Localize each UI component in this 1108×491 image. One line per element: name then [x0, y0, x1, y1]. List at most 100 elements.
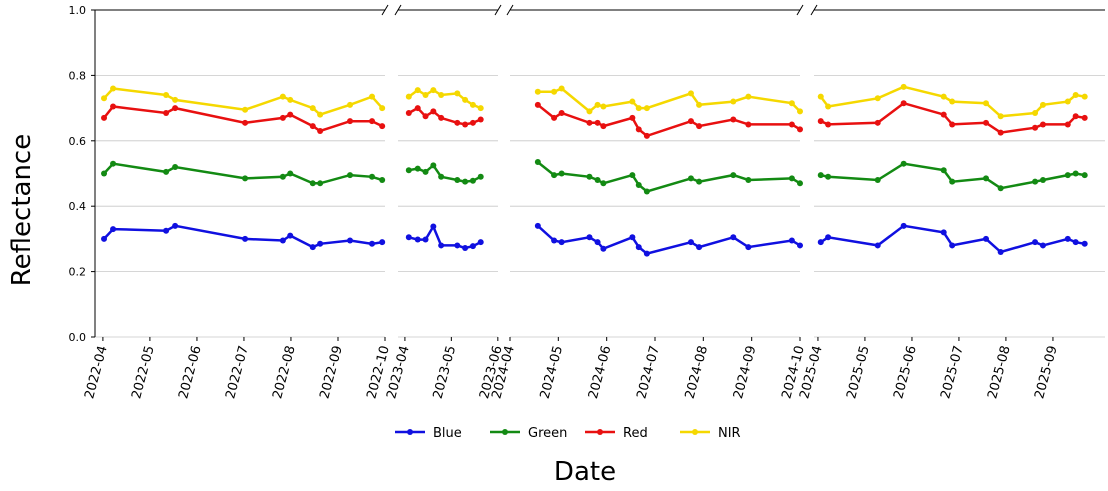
data-point [940, 111, 947, 118]
data-point [1064, 98, 1071, 105]
data-point [788, 237, 795, 244]
data-point [745, 244, 752, 251]
data-point [696, 123, 703, 130]
data-point [696, 101, 703, 108]
data-point [696, 178, 703, 185]
data-point [317, 111, 324, 118]
data-point [462, 245, 469, 252]
data-point [110, 103, 117, 110]
x-tick-label: 2023-05 [431, 344, 460, 400]
data-point [469, 119, 476, 126]
data-point [874, 119, 881, 126]
break-mark [796, 4, 804, 16]
data-point [454, 90, 461, 97]
y-tick-label: 0.4 [69, 200, 87, 213]
legend-marker [597, 429, 603, 435]
data-point [600, 103, 607, 110]
data-point [788, 121, 795, 128]
data-point [287, 232, 294, 239]
legend-marker [502, 429, 508, 435]
data-point [745, 93, 752, 100]
series-line [103, 105, 383, 133]
data-point [369, 240, 376, 247]
data-point [558, 239, 565, 246]
data-point [110, 226, 117, 233]
data-point [1072, 170, 1079, 177]
data-point [558, 85, 565, 92]
data-point [730, 116, 737, 123]
series-line [408, 88, 482, 110]
data-point [1081, 240, 1088, 247]
data-point [558, 110, 565, 117]
data-point [309, 244, 316, 251]
data-point [287, 111, 294, 118]
data-point [1039, 121, 1046, 128]
data-point [551, 237, 558, 244]
data-point [817, 118, 824, 125]
data-point [438, 242, 445, 249]
series-line [103, 87, 384, 117]
series-line [536, 224, 801, 255]
data-point [163, 227, 170, 234]
data-point [430, 87, 437, 94]
data-point [1064, 121, 1071, 128]
data-point [1032, 110, 1039, 117]
data-point [594, 177, 601, 184]
data-point [430, 223, 437, 230]
data-point [477, 105, 484, 112]
x-tick-label: 2022-05 [129, 344, 158, 400]
data-point [242, 119, 249, 126]
data-point [600, 180, 607, 187]
data-point [1081, 172, 1088, 179]
data-point [163, 92, 170, 99]
data-point [379, 239, 386, 246]
data-point [279, 173, 286, 180]
data-point [430, 108, 437, 115]
data-point [949, 98, 956, 105]
series-line [408, 106, 482, 126]
legend-label: Blue [433, 426, 462, 441]
data-point [983, 235, 990, 242]
x-tick-label: 2022-08 [270, 344, 299, 400]
data-point [405, 93, 412, 100]
data-point [629, 114, 636, 121]
data-point [940, 93, 947, 100]
data-point [825, 173, 832, 180]
data-point [1064, 235, 1071, 242]
data-point [379, 105, 386, 112]
data-point [454, 119, 461, 126]
data-point [874, 177, 881, 184]
data-point [940, 167, 947, 174]
data-point [983, 175, 990, 182]
data-point [1039, 177, 1046, 184]
data-point [454, 242, 461, 249]
data-point [586, 173, 593, 180]
data-point [1032, 178, 1039, 185]
data-point [635, 126, 642, 133]
data-point [817, 239, 824, 246]
x-tick-label: 2024-08 [683, 344, 712, 400]
data-point [1064, 172, 1071, 179]
data-point [1072, 92, 1079, 99]
data-point [551, 88, 558, 95]
x-tick-label: 2025-09 [1032, 344, 1061, 400]
data-point [586, 119, 593, 126]
x-axis-label: Date [554, 457, 616, 487]
y-tick-label: 0.6 [69, 135, 87, 148]
x-tick-label: 2025-07 [938, 344, 967, 400]
data-point [369, 173, 376, 180]
series-line [537, 103, 801, 138]
y-axis-label: Reflectance [7, 134, 37, 286]
data-point [172, 163, 179, 170]
data-point [347, 237, 354, 244]
data-point [172, 96, 179, 103]
data-point [874, 95, 881, 102]
data-point [825, 121, 832, 128]
data-point [594, 119, 601, 126]
data-point [369, 118, 376, 125]
data-point [745, 177, 752, 184]
x-tick-label: 2022-09 [317, 344, 346, 400]
data-point [422, 92, 429, 99]
data-point [101, 95, 108, 102]
